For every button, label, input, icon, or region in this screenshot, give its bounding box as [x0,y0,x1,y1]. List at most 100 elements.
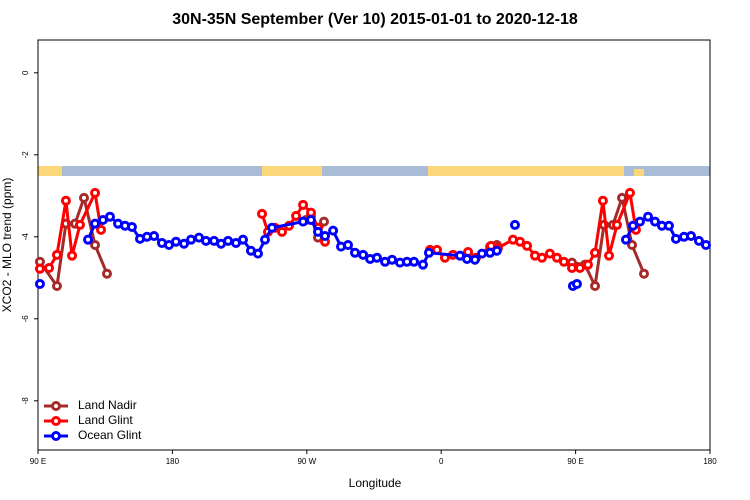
point [462,253,473,264]
point [582,259,593,270]
point [201,235,211,246]
point [611,219,622,230]
x-tick-label: 90 E [567,457,583,466]
point [60,195,71,206]
point [590,247,601,258]
point [624,187,635,198]
point [417,259,428,270]
point [223,235,234,246]
point [686,230,697,241]
point [627,240,638,250]
point [469,254,480,265]
point [670,233,681,244]
point [350,247,361,258]
point [313,226,323,237]
point [83,234,94,245]
point [634,216,645,227]
legend-label: Land Nadir [78,398,137,412]
point [509,219,520,230]
point [604,250,615,261]
point [170,236,181,247]
point [104,211,115,222]
point [643,211,654,222]
point [74,219,85,230]
point [298,216,309,227]
point [259,234,270,245]
point [252,248,263,259]
point [491,245,502,256]
point [627,220,638,231]
point [96,224,107,235]
point [257,208,267,219]
point [328,225,339,236]
point [90,240,101,250]
point [126,221,137,232]
point [423,247,434,258]
point [638,268,649,279]
point [597,195,608,206]
point [387,254,398,265]
point [51,249,62,260]
point [179,238,190,249]
point [700,240,711,250]
y-tick-label: 0 [21,70,30,75]
point [78,192,89,203]
point [371,252,382,263]
y-tick-label: -4 [21,233,30,241]
point [571,278,582,289]
point [558,256,569,267]
point [318,216,329,227]
x-axis-label: Longitude [349,476,402,490]
x-tick-label: 90 W [297,457,316,466]
point [476,248,487,259]
point [277,226,288,237]
y-tick-label: -2 [21,151,30,159]
point [101,268,112,279]
point [51,281,62,291]
point [537,252,547,263]
x-tick-label: 0 [439,457,444,466]
legend-label: Ocean Glint [78,428,142,442]
point [67,250,78,261]
legend-marker [51,416,61,426]
legend-marker [51,401,61,411]
point [567,262,578,273]
point [522,240,533,251]
point [663,220,674,231]
point [186,234,197,245]
point [34,278,45,289]
x-tick-label: 180 [703,457,717,466]
point [617,192,628,203]
chart-title: 30N-35N September (Ver 10) 2015-01-01 to… [172,11,578,28]
point [574,262,585,273]
point [291,210,302,221]
point [620,234,631,245]
y-tick-label: -6 [21,315,30,323]
land-ocean-strip [38,166,710,176]
y-tick-label: -8 [21,397,30,405]
point [298,199,309,210]
legend-marker [51,431,61,441]
point [544,248,555,259]
point [515,236,526,247]
point [320,230,331,241]
point [90,187,101,198]
legend-label: Land Glint [78,413,133,427]
x-tick-label: 90 E [30,457,46,466]
point [650,216,661,227]
y-axis-label: XCO2 - MLO trend (ppm) [0,178,14,313]
x-tick-label: 180 [166,457,180,466]
point [590,281,601,291]
point [343,240,354,250]
point [551,252,562,263]
point [34,263,45,274]
point [90,218,101,229]
point [305,214,316,225]
point [44,262,55,273]
point [238,234,249,245]
point [693,235,704,246]
point [267,222,278,233]
point [409,256,420,267]
point [358,249,369,260]
